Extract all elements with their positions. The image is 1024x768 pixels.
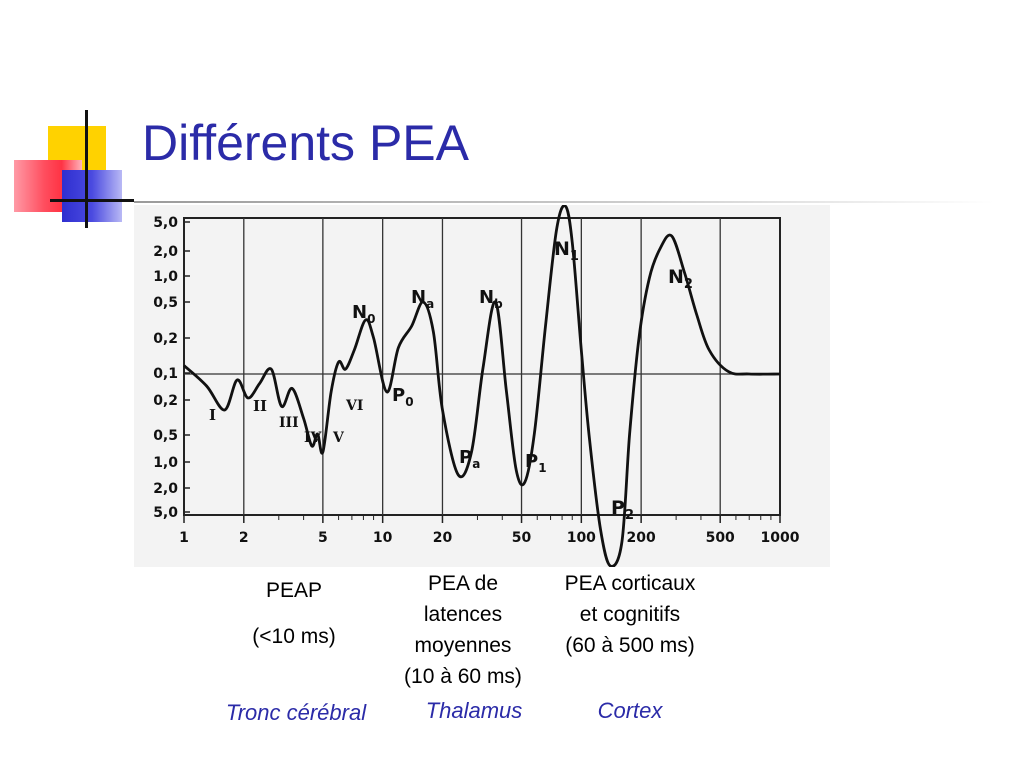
- chart-panel: [134, 205, 830, 567]
- waveform-line: [183, 205, 781, 567]
- caption-peap-line1: PEAP: [265, 579, 323, 602]
- x-tick-label-6: 100: [567, 530, 596, 546]
- caption-middle-line4: (10 à 60 ms): [404, 665, 522, 688]
- peak-label-12: N1: [554, 238, 579, 264]
- peak-label-8: Na: [411, 287, 434, 311]
- caption-middle-line2: latences: [423, 603, 503, 626]
- caption-middle-line3: moyennes: [414, 634, 512, 657]
- x-tick-label-2: 5: [318, 530, 328, 546]
- y-tick-label-bottom-4: 5,0: [153, 505, 178, 521]
- peak-label-9: Pa: [459, 447, 480, 471]
- x-tick-label-1: 2: [239, 530, 249, 546]
- x-tick-label-4: 20: [433, 530, 453, 546]
- x-tick-label-7: 200: [627, 530, 656, 546]
- caption-cortical-line1: PEA corticaux: [564, 572, 696, 595]
- peak-label-4: V: [332, 430, 345, 446]
- peak-label-11: P1: [525, 451, 547, 475]
- caption-cortical: PEA corticaux et cognitifs (60 à 500 ms): [540, 568, 720, 661]
- y-tick-label-top-2: 1,0: [153, 269, 178, 285]
- y-tick-label-bottom-2: 1,0: [153, 455, 178, 471]
- region-cortex: Cortex: [597, 698, 663, 723]
- x-tick-label-9: 1000: [761, 530, 800, 546]
- x-tick-label-0: 1: [179, 530, 189, 546]
- y-tick-label-top-3: 0,5: [153, 295, 178, 311]
- y-tick-label-top-5: 0,1: [153, 366, 178, 382]
- y-tick-label-top-1: 2,0: [153, 244, 178, 260]
- caption-middle-latency: PEA de latences moyennes (10 à 60 ms): [378, 568, 548, 692]
- y-tick-label-bottom-1: 0,5: [153, 428, 178, 444]
- region-brainstem: Tronc cérébral: [225, 700, 367, 725]
- x-tick-label-3: 10: [373, 530, 393, 546]
- peak-label-7: P0: [392, 385, 414, 409]
- peak-label-0: I: [209, 406, 216, 424]
- peak-label-2: III: [279, 415, 299, 431]
- x-tick-label-8: 500: [706, 530, 735, 546]
- caption-cortical-line3: (60 à 500 ms): [565, 634, 695, 657]
- y-tick-label-top-4: 0,2: [153, 331, 178, 347]
- peak-label-6: N0: [352, 302, 375, 326]
- peak-label-1: II: [253, 397, 267, 415]
- peak-label-5: VI: [345, 398, 363, 414]
- decor-blue-square: [62, 170, 122, 222]
- y-tick-label-bottom-3: 2,0: [153, 481, 178, 497]
- caption-middle-line1: PEA de: [427, 572, 499, 595]
- caption-peap: PEAP (<10 ms): [224, 575, 364, 652]
- evoked-potential-chart: 1 2 5 10 20 50 100 200 500 1000 5,0 2,0 1,0 0,5 0,2 0,1…: [153, 205, 800, 567]
- decor-horizontal-line: [50, 199, 134, 202]
- decor-vertical-line: [85, 110, 88, 228]
- caption-peap-line2: (<10 ms): [252, 625, 336, 648]
- slide-title: Différents PEA: [142, 115, 470, 171]
- region-thalamus: Thalamus: [425, 698, 523, 723]
- x-tick-label-5: 50: [512, 530, 532, 546]
- peak-label-13: N2: [668, 266, 693, 292]
- peak-label-14: P2: [611, 497, 634, 523]
- peak-label-10: Nb: [479, 287, 503, 311]
- y-tick-label-bottom-0: 0,2: [153, 393, 178, 409]
- peak-label-3: IV: [304, 430, 323, 446]
- caption-cortical-line2: et cognitifs: [579, 603, 681, 626]
- y-tick-label-top-0: 5,0: [153, 215, 178, 231]
- title-underline: [134, 201, 994, 203]
